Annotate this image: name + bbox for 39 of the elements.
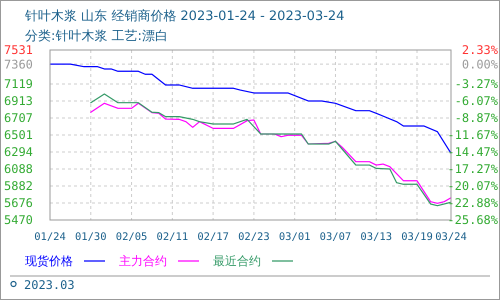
y-tick-label: 6707	[4, 111, 33, 126]
x-tick-label: 01/30	[74, 231, 107, 243]
y2-tick-label: -8.87%	[454, 111, 499, 126]
y-tick-label: 5470	[4, 213, 33, 228]
y-tick-label: 7360	[4, 57, 33, 72]
x-tick-label: 03/19	[401, 231, 433, 243]
legend-label: 现货价格	[25, 254, 73, 268]
y2-tick-label: 0.00%	[462, 57, 499, 72]
y2-tick-label: -22.88%	[447, 196, 499, 210]
x-tick-label: 01/24	[34, 231, 66, 243]
y2-tick-label: -3.27%	[454, 77, 499, 92]
y2-tick-label: -11.67%	[447, 128, 499, 142]
y2-tick-label: -25.68%	[447, 213, 499, 228]
y-tick-label: 6294	[4, 145, 33, 160]
y-tick-label: 5676	[4, 196, 33, 210]
y-tick-label: 6501	[4, 128, 33, 142]
text: 2023.03	[24, 278, 75, 292]
y-tick-label: 6088	[4, 162, 33, 176]
x-tick-label: 02/11	[156, 231, 188, 243]
x-tick-label: 03/24	[435, 231, 467, 243]
x-tick-label: 02/05	[116, 231, 148, 243]
legend-label: 最近合约	[213, 254, 261, 268]
y-tick-label: 7531	[4, 43, 33, 58]
y2-tick-label: -14.47%	[447, 145, 499, 160]
x-tick-label: 03/01	[278, 231, 310, 243]
y2-tick-label: -20.07%	[447, 179, 499, 194]
y2-tick-label: 2.33%	[462, 43, 499, 58]
x-tick-label: 03/07	[320, 231, 352, 243]
y2-tick-label: -6.07%	[454, 94, 499, 108]
chart-title: 针叶木浆 山东 经销商价格 2023-01-24 - 2023-03-24	[24, 9, 344, 24]
y-tick-label: 7119	[4, 77, 33, 92]
x-tick-label: 03/13	[360, 231, 392, 243]
x-tick-label: 02/23	[238, 231, 270, 243]
y2-tick-label: -17.27%	[447, 162, 499, 176]
legend-label: 主力合约	[119, 254, 167, 268]
chart-subtitle: 分类:针叶木浆 工艺:漂白	[25, 29, 168, 44]
y-tick-label: 6913	[4, 94, 33, 108]
y-tick-label: 5882	[4, 179, 33, 194]
x-tick-label: 02/17	[197, 231, 229, 243]
